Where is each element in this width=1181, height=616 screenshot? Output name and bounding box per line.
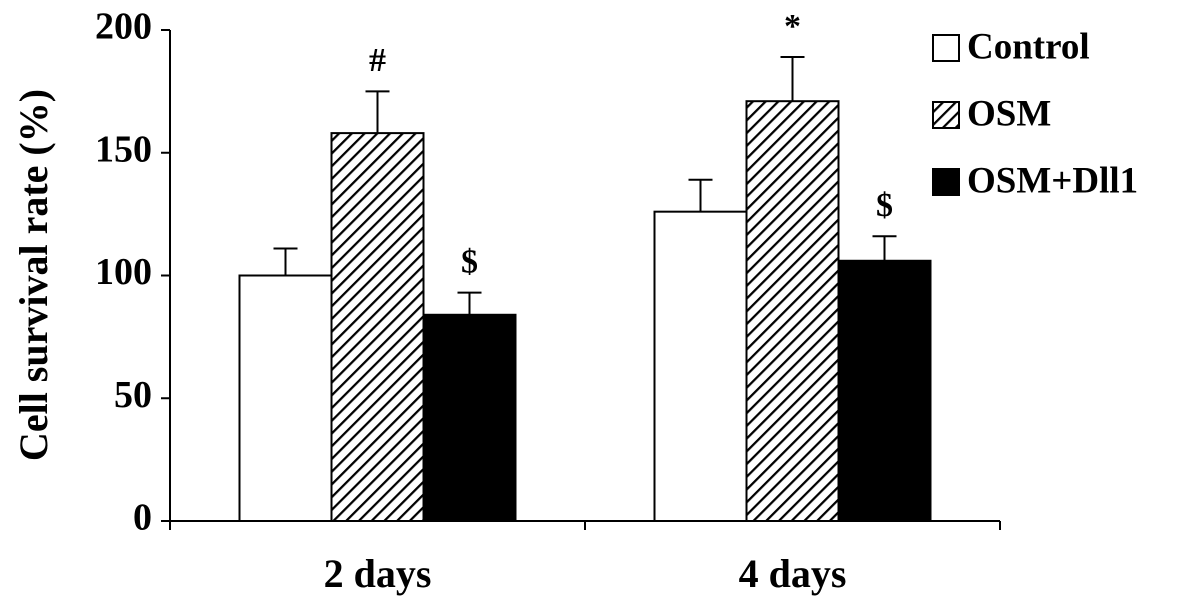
annotation: # — [369, 42, 386, 79]
bar — [837, 259, 932, 522]
bar — [653, 210, 748, 522]
annotation: $ — [876, 187, 893, 224]
bar — [238, 274, 333, 522]
annotation: * — [784, 8, 801, 45]
legend-swatch — [932, 168, 960, 196]
legend-label: OSM+Dll1 — [967, 160, 1138, 201]
legend-swatch — [932, 34, 960, 62]
y-tick-label: 50 — [114, 374, 152, 416]
legend-swatch — [932, 101, 960, 129]
legend-label: OSM — [967, 93, 1051, 134]
legend-label: Control — [967, 26, 1090, 67]
x-tick-label: 2 days — [324, 551, 432, 596]
y-tick-label: 100 — [95, 251, 152, 293]
y-tick-label: 0 — [133, 497, 152, 539]
y-axis-label: Cell survival rate (%) — [11, 89, 56, 461]
y-tick-label: 200 — [95, 6, 152, 48]
bar — [745, 100, 840, 522]
y-tick-label: 150 — [95, 128, 152, 170]
x-tick-label: 4 days — [739, 551, 847, 596]
bar — [422, 313, 517, 522]
bar — [330, 132, 425, 523]
annotation: $ — [461, 243, 478, 280]
